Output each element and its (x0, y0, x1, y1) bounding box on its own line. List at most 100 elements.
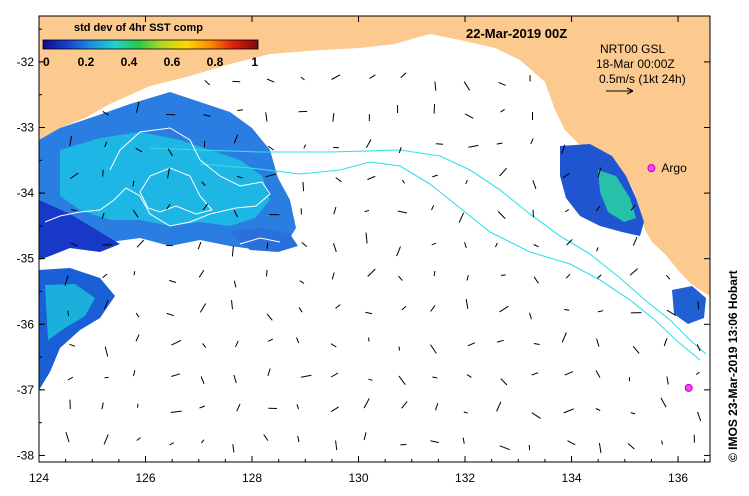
current-model-label: NRT00 GSL (600, 42, 665, 56)
current-vector (167, 168, 170, 179)
current-vector (595, 370, 601, 378)
current-vector (531, 412, 541, 419)
colorbar-title: std dev of 4hr SST comp (74, 22, 203, 34)
current-time-label: 18-Mar 00:00Z (596, 57, 675, 71)
current-vector (265, 173, 276, 178)
current-vector (563, 408, 574, 414)
contour-line-2 (199, 161, 701, 361)
current-vector (499, 167, 508, 177)
current-vector (598, 442, 602, 454)
current-vector (133, 271, 136, 276)
current-vector (302, 181, 305, 192)
current-vector (232, 444, 235, 453)
current-vector (435, 143, 444, 145)
current-vector (299, 280, 305, 284)
current-vector (333, 206, 337, 215)
white-contour-2 (139, 167, 213, 215)
current-vector (465, 298, 469, 309)
current-vector (500, 274, 506, 276)
sst-patch-east-core (598, 170, 636, 222)
x-axis: 124 126 128 130 132 134 136 (29, 16, 706, 485)
current-vector (65, 431, 70, 443)
current-vector (458, 212, 465, 223)
current-vector (297, 435, 300, 443)
current-vector (201, 181, 206, 186)
current-vector (365, 232, 368, 244)
current-vector (697, 411, 702, 422)
current-vector (335, 440, 338, 451)
current-vector (136, 239, 145, 248)
current-vector (200, 376, 205, 385)
current-vector (597, 274, 602, 279)
x-tick-label: 132 (455, 471, 475, 485)
current-vector (198, 269, 205, 278)
current-vector (102, 273, 108, 278)
argo-markers: Argo (647, 161, 693, 392)
current-vector (233, 210, 239, 218)
current-vector (597, 167, 602, 178)
current-vector (499, 445, 510, 451)
current-vector (627, 443, 635, 450)
current-vector (695, 371, 700, 375)
current-vector (103, 434, 109, 445)
current-vector (102, 110, 109, 116)
current-vector (132, 209, 139, 218)
current-vector (401, 305, 407, 311)
current-vector (696, 344, 701, 352)
current-vector (166, 312, 175, 317)
sst-patch-se (672, 286, 706, 324)
current-vector (64, 275, 69, 286)
current-vector (330, 406, 339, 413)
current-vector (331, 272, 335, 280)
current-vector (104, 141, 108, 148)
current-vector (500, 108, 505, 113)
current-vector (237, 109, 243, 112)
current-vector (495, 242, 498, 248)
current-vector (665, 274, 671, 280)
current-vector (464, 113, 474, 119)
plot-frame (38, 15, 711, 463)
current-vector (233, 374, 237, 384)
current-vector (463, 411, 468, 414)
current-vector (466, 275, 469, 281)
current-vector (663, 338, 668, 347)
current-vector (236, 175, 243, 179)
current-vector (331, 74, 341, 80)
x-tick-label: 136 (668, 471, 688, 485)
sst-patch-west-core (60, 132, 270, 226)
current-vector (102, 169, 104, 177)
current-vector (467, 342, 476, 347)
colorbar-tick-label: 0.6 (164, 55, 181, 69)
current-vector (169, 279, 177, 283)
current-vector (401, 179, 406, 184)
sst-patch-sw-core (45, 284, 95, 340)
current-vectors (64, 72, 702, 454)
current-vector (104, 346, 109, 357)
current-vector (666, 309, 677, 316)
current-vector (400, 72, 407, 79)
current-vector (167, 148, 173, 157)
current-vector (431, 205, 435, 211)
current-vector (367, 268, 376, 277)
current-vector (204, 79, 211, 86)
current-vector (500, 378, 508, 386)
current-vector (462, 437, 465, 444)
current-vector (596, 338, 600, 347)
current-vector (67, 376, 74, 381)
current-vector (365, 311, 373, 315)
sst-patch-west-dark (39, 200, 120, 260)
current-vector (697, 301, 699, 310)
current-vector (596, 247, 599, 252)
argo-marker (647, 164, 656, 173)
current-vector (401, 401, 408, 409)
current-vector (298, 307, 303, 313)
x-tick-label: 134 (562, 471, 582, 485)
current-vector (236, 403, 241, 412)
current-vector (233, 134, 239, 144)
y-tick-label: -36 (17, 317, 35, 331)
current-vector (132, 370, 136, 377)
colorbar-ticks: 0 0.2 0.4 0.6 0.8 1 (43, 55, 258, 69)
current-vector (532, 180, 537, 190)
current-vector (597, 310, 604, 313)
current-vector (233, 280, 237, 288)
